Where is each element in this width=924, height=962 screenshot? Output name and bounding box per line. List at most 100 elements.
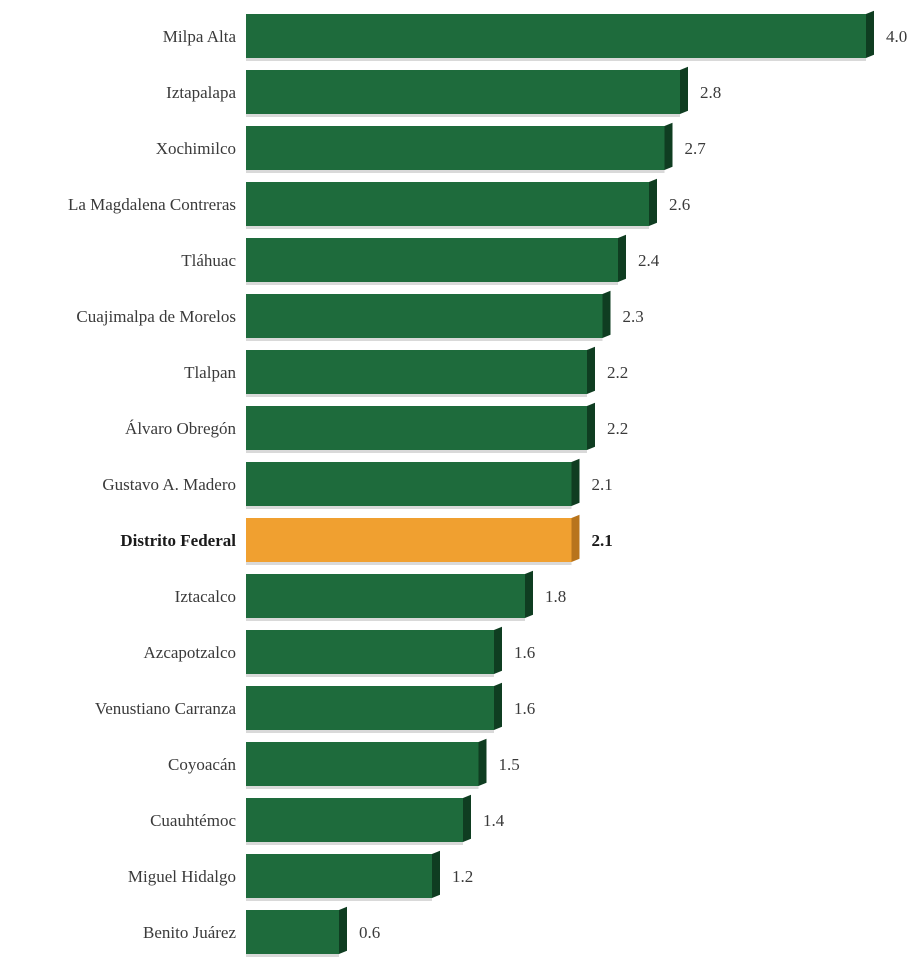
- bar-shadow-gustavo-a-madero: [246, 506, 572, 509]
- bar-face-milpa-alta: [246, 14, 866, 58]
- bar-face-cuajimalpa-de-morelos: [246, 294, 603, 338]
- value-label-xochimilco: 2.7: [685, 139, 707, 158]
- value-labels-group: 4.0 2.8 2.7 2.6 2.4 2.3 2.2 2.2 2.1 2.1 1.8 1.6 1.6 1…: [359, 27, 907, 942]
- category-label-cuajimalpa-de-morelos: Cuajimalpa de Morelos: [76, 307, 236, 326]
- bar-shadow-xochimilco: [246, 170, 665, 173]
- bar-side-azcapotzalco: [494, 626, 502, 674]
- bar-side-gustavo-a-madero: [571, 458, 580, 506]
- bar-face-miguel-hidalgo: [246, 854, 432, 898]
- value-label-coyoacan: 1.5: [499, 755, 520, 774]
- bar-gustavo-a-madero: [246, 458, 580, 509]
- category-label-gustavo-a-madero: Gustavo A. Madero: [102, 475, 236, 494]
- bar-face-tlahuac: [246, 238, 618, 282]
- category-label-la-magdalena-contreras: La Magdalena Contreras: [68, 195, 236, 214]
- value-label-distrito-federal: 2.1: [592, 531, 613, 550]
- bar-side-iztacalco: [525, 570, 533, 618]
- category-labels-group: Milpa Alta Iztapalapa Xochimilco La Magdale…: [68, 27, 237, 942]
- bar-coyoacan: [246, 738, 487, 789]
- category-label-azcapotzalco: Azcapotzalco: [144, 643, 237, 662]
- category-label-venustiano-carranza: Venustiano Carranza: [95, 699, 237, 718]
- bar-shadow-azcapotzalco: [246, 674, 494, 677]
- bar-face-tlalpan: [246, 350, 587, 394]
- bar-face-benito-juarez: [246, 910, 339, 954]
- bar-shadow-benito-juarez: [246, 954, 339, 957]
- bar-side-milpa-alta: [866, 10, 874, 59]
- bar-shadow-milpa-alta: [246, 58, 866, 61]
- bar-shadow-tlahuac: [246, 282, 618, 285]
- category-label-cuauhtemoc: Cuauhtémoc: [150, 811, 236, 830]
- bar-benito-juarez: [246, 906, 347, 957]
- bar-face-azcapotzalco: [246, 630, 494, 674]
- bar-shadow-tlalpan: [246, 394, 587, 397]
- bar-miguel-hidalgo: [246, 850, 440, 901]
- bar-milpa-alta: [246, 10, 874, 61]
- value-label-tlahuac: 2.4: [638, 251, 660, 270]
- value-label-tlalpan: 2.2: [607, 363, 628, 382]
- bar-face-la-magdalena-contreras: [246, 182, 649, 226]
- bar-alvaro-obregon: [246, 402, 595, 453]
- bar-side-tlahuac: [618, 234, 626, 282]
- value-label-gustavo-a-madero: 2.1: [592, 475, 613, 494]
- bar-shadow-la-magdalena-contreras: [246, 226, 649, 229]
- bar-face-iztapalapa: [246, 70, 680, 114]
- value-label-miguel-hidalgo: 1.2: [452, 867, 473, 886]
- bar-shadow-cuajimalpa-de-morelos: [246, 338, 603, 341]
- bar-side-benito-juarez: [339, 906, 347, 954]
- bar-face-venustiano-carranza: [246, 686, 494, 730]
- bar-face-xochimilco: [246, 126, 665, 170]
- bar-side-venustiano-carranza: [494, 682, 502, 730]
- value-label-la-magdalena-contreras: 2.6: [669, 195, 690, 214]
- bar-face-distrito-federal: [246, 518, 572, 562]
- bar-shadow-cuauhtemoc: [246, 842, 463, 845]
- bar-side-la-magdalena-contreras: [649, 178, 657, 226]
- category-label-iztapalapa: Iztapalapa: [166, 83, 236, 102]
- value-label-cuauhtemoc: 1.4: [483, 811, 505, 830]
- bar-shadow-coyoacan: [246, 786, 479, 789]
- value-label-iztapalapa: 2.8: [700, 83, 721, 102]
- bar-shadow-iztapalapa: [246, 114, 680, 117]
- bar-shadow-iztacalco: [246, 618, 525, 621]
- value-label-alvaro-obregon: 2.2: [607, 419, 628, 438]
- value-label-venustiano-carranza: 1.6: [514, 699, 535, 718]
- value-label-cuajimalpa-de-morelos: 2.3: [623, 307, 644, 326]
- category-label-iztacalco: Iztacalco: [175, 587, 236, 606]
- bar-face-gustavo-a-madero: [246, 462, 572, 506]
- bar-face-coyoacan: [246, 742, 479, 786]
- bar-distrito-federal: [246, 514, 580, 565]
- category-label-alvaro-obregon: Álvaro Obregón: [125, 419, 236, 438]
- bar-face-iztacalco: [246, 574, 525, 618]
- bar-shadow-venustiano-carranza: [246, 730, 494, 733]
- bar-shadow-distrito-federal: [246, 562, 572, 565]
- category-label-xochimilco: Xochimilco: [156, 139, 236, 158]
- bar-side-iztapalapa: [680, 66, 688, 114]
- category-label-milpa-alta: Milpa Alta: [163, 27, 237, 46]
- bar-cuajimalpa-de-morelos: [246, 290, 611, 341]
- value-label-azcapotzalco: 1.6: [514, 643, 535, 662]
- bars-group: [246, 10, 874, 957]
- value-label-iztacalco: 1.8: [545, 587, 566, 606]
- bar-venustiano-carranza: [246, 682, 502, 733]
- bar-tlahuac: [246, 234, 626, 285]
- category-label-tlalpan: Tlalpan: [184, 363, 236, 382]
- bar-side-xochimilco: [664, 122, 673, 170]
- category-label-distrito-federal: Distrito Federal: [120, 531, 236, 550]
- bar-iztacalco: [246, 570, 533, 621]
- bar-side-coyoacan: [478, 738, 487, 786]
- category-label-miguel-hidalgo: Miguel Hidalgo: [128, 867, 236, 886]
- bar-tlalpan: [246, 346, 595, 397]
- bar-face-alvaro-obregon: [246, 406, 587, 450]
- bar-side-cuauhtemoc: [463, 794, 471, 842]
- bar-side-distrito-federal: [571, 514, 580, 562]
- category-label-benito-juarez: Benito Juárez: [143, 923, 236, 942]
- bar-side-miguel-hidalgo: [432, 850, 440, 898]
- value-label-benito-juarez: 0.6: [359, 923, 380, 942]
- category-label-coyoacan: Coyoacán: [168, 755, 236, 774]
- bar-azcapotzalco: [246, 626, 502, 677]
- bar-la-magdalena-contreras: [246, 178, 657, 229]
- bar-iztapalapa: [246, 66, 688, 117]
- bar-side-cuajimalpa-de-morelos: [602, 290, 611, 338]
- bar-shadow-alvaro-obregon: [246, 450, 587, 453]
- bar-cuauhtemoc: [246, 794, 471, 845]
- bar-side-tlalpan: [587, 346, 595, 394]
